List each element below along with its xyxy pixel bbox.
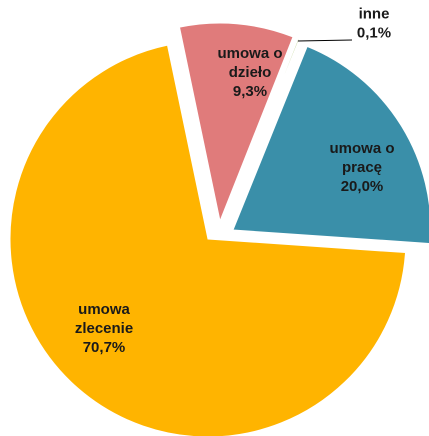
label-inne-line: inne <box>359 6 390 23</box>
label-umowa-o-prace: umowa o pracę 20,0% <box>329 140 394 195</box>
label-umowa-o-dzielo-line: dzieło <box>229 64 272 81</box>
label-inne-line: 0,1% <box>357 25 391 42</box>
inne-leader-line <box>297 39 353 42</box>
slice-umowa-o-prace <box>232 45 429 244</box>
label-umowa-o-dzielo: umowa o dzieło 9,3% <box>217 45 282 100</box>
label-umowa-o-prace-line: umowa o <box>329 140 394 157</box>
label-umowa-o-prace-line: 20,0% <box>341 178 384 195</box>
label-inne: inne 0,1% <box>357 6 391 42</box>
label-umowa-zlecenie-line: zlecenie <box>75 320 133 337</box>
slice-umowa-zlecenie <box>9 44 407 436</box>
label-umowa-zlecenie-line: umowa <box>78 301 130 318</box>
label-umowa-o-prace-line: pracę <box>342 159 382 176</box>
label-umowa-o-dzielo-line: umowa o <box>217 45 282 62</box>
pie-slices <box>9 22 429 436</box>
pie-labels: umowa o pracę 20,0%umowa zlecenie 70,7%umowa… <box>75 6 395 357</box>
label-umowa-zlecenie: umowa zlecenie 70,7% <box>75 301 133 356</box>
slice-inne <box>224 38 300 224</box>
label-umowa-zlecenie-line: 70,7% <box>83 339 126 356</box>
label-umowa-o-dzielo-line: 9,3% <box>233 83 267 100</box>
slice-umowa-o-dzielo <box>178 22 294 223</box>
